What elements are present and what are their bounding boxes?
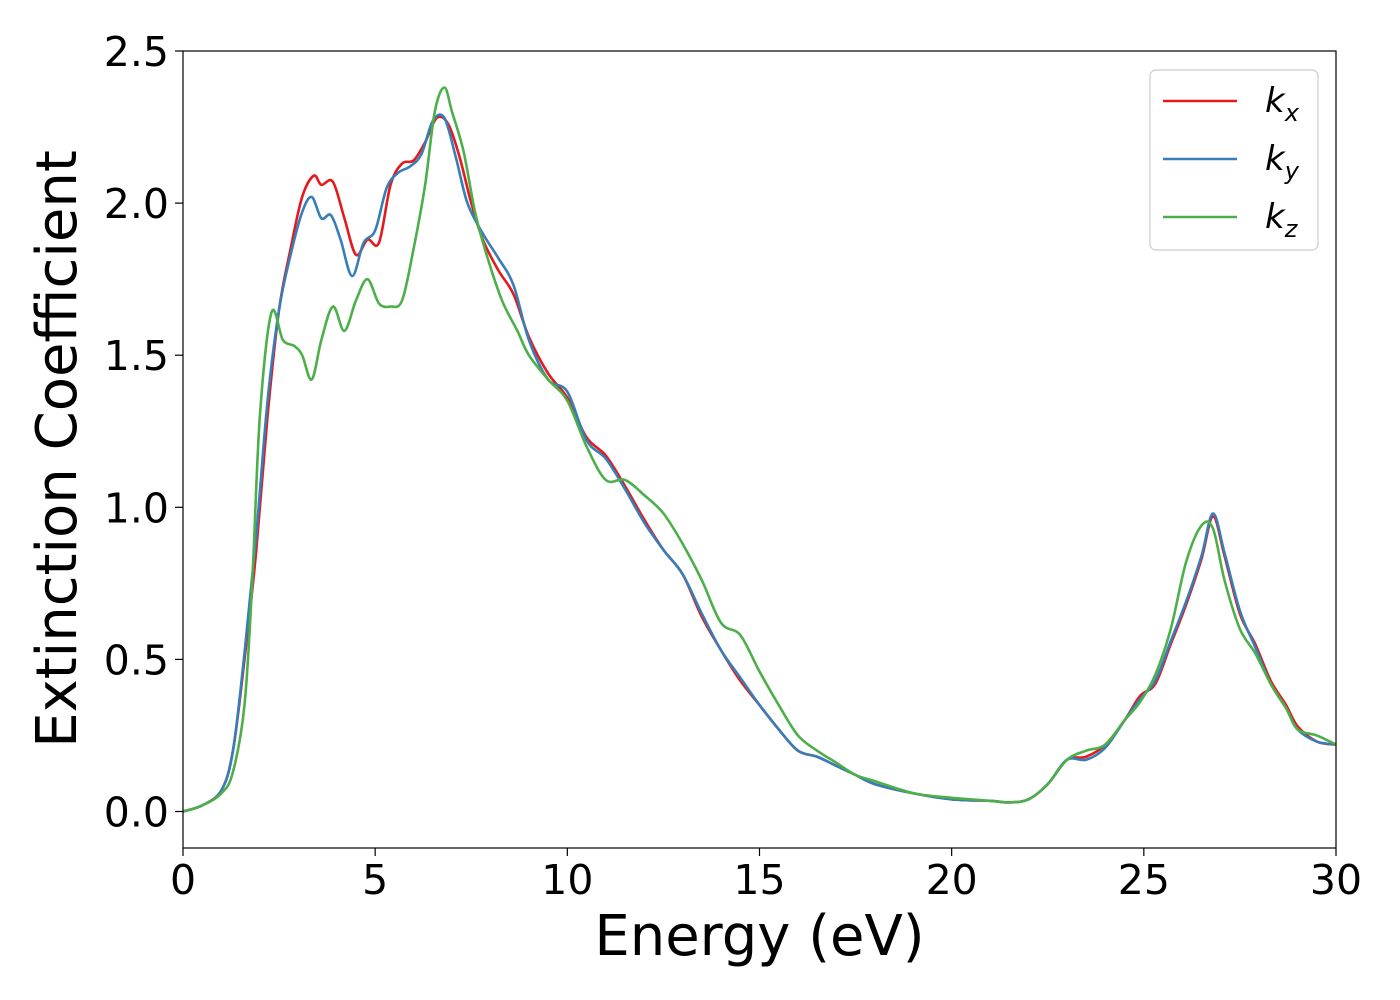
legend-subscript-x: x	[1284, 99, 1300, 127]
y-tick-label: 2.5	[104, 28, 169, 76]
series-layer	[182, 86, 1337, 813]
y-tick-label: 1.5	[104, 332, 169, 380]
y-axis: 0.0 0.5 1.0 1.5 2.0 2.5	[104, 28, 183, 836]
y-axis-title: Extinction Coefficient	[25, 150, 90, 748]
series-line-z	[182, 86, 1337, 813]
x-tick-label: 5	[362, 856, 388, 904]
x-tick-label: 25	[1118, 856, 1170, 904]
legend-subscript-z: z	[1284, 215, 1299, 243]
x-axis: 0 5 10 15 20 25 30	[170, 848, 1362, 904]
x-tick-label: 15	[733, 856, 785, 904]
y-tick-label: 1.0	[104, 484, 169, 532]
x-tick-label: 20	[926, 856, 978, 904]
y-tick-label: 0.0	[104, 788, 169, 836]
series-line-y	[182, 113, 1337, 813]
legend-subscript-y: y	[1284, 157, 1300, 185]
plot-area	[183, 51, 1336, 848]
x-tick-label: 0	[170, 856, 196, 904]
x-tick-label: 10	[541, 856, 593, 904]
x-tick-label: 30	[1310, 856, 1362, 904]
y-tick-label: 0.5	[104, 636, 169, 684]
x-axis-title: Energy (eV)	[594, 904, 924, 969]
y-tick-label: 2.0	[104, 180, 169, 228]
